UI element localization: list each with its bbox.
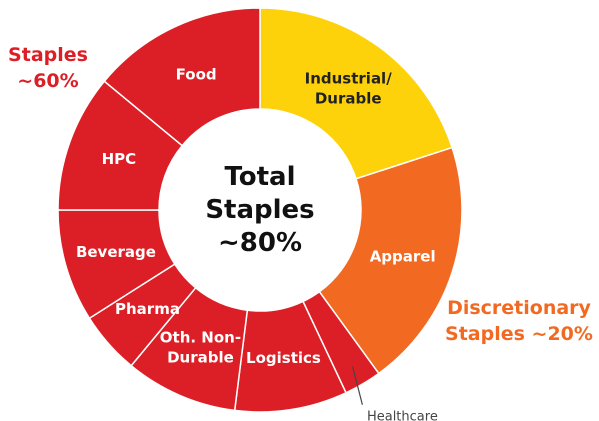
annotation-line: Discretionary [447, 297, 591, 319]
annotation: Staples ~60% [8, 44, 88, 92]
donut-segment [318, 146, 463, 375]
segment-label: Pharma [115, 300, 180, 318]
annotation: Discretionary Staples ~20% [445, 297, 593, 345]
segment-label-line: Food [176, 65, 217, 83]
segment-label-line: Durable [315, 89, 382, 107]
segment-label-line: Oth. Non- [160, 328, 241, 346]
segment-label-line: Industrial/ [305, 69, 393, 87]
segment-label-line: Apparel [370, 247, 436, 265]
segment-label-line: Beverage [76, 242, 156, 260]
center-label: Total Staples ~80% [205, 162, 314, 258]
segment-label: Apparel [370, 247, 436, 265]
annotation-line: Staples ~20% [445, 323, 593, 345]
segment-label: HPC [102, 150, 137, 168]
segment-label: Beverage [76, 242, 156, 260]
segment-label-line: HPC [102, 150, 137, 168]
annotation-line: ~60% [17, 70, 78, 92]
segment-label-line: Durable [167, 348, 234, 366]
donut-segment [103, 7, 261, 147]
leader-line [352, 366, 363, 405]
center-label-line: ~80% [218, 228, 302, 258]
segment-label-line: Logistics [246, 349, 321, 367]
center-label-line: Staples [205, 195, 314, 225]
segment-label: Industrial/Durable [305, 69, 393, 107]
segment-label: Food [176, 65, 217, 83]
segment-label: Oth. Non- Durable [160, 328, 241, 366]
annotation-line: Staples [8, 44, 88, 66]
center-label-line: Total [224, 162, 295, 192]
segment-label-line: Healthcare [367, 409, 438, 421]
donut-segment [259, 7, 454, 180]
segment-label: Logistics [246, 349, 321, 367]
segment-label: Healthcare [367, 409, 438, 421]
segment-label-line: Pharma [115, 300, 180, 318]
